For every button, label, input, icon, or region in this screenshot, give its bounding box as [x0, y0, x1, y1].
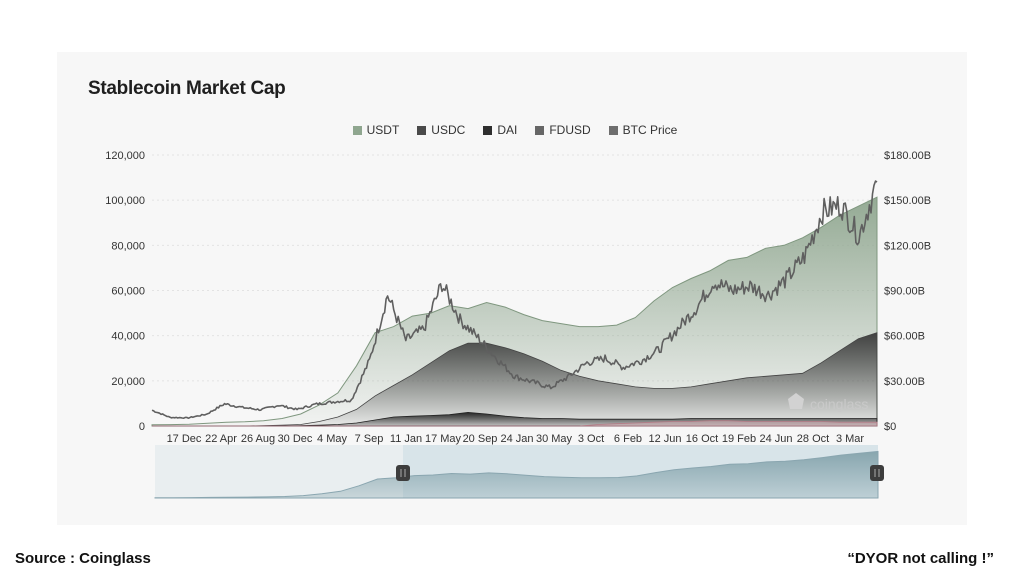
right-axis-tick: $120.00B: [884, 240, 931, 252]
legend-item-fdusd[interactable]: FDUSD: [535, 123, 591, 137]
legend-label: USDC: [431, 123, 466, 137]
legend-label: DAI: [497, 123, 518, 137]
series-area-usdc: [152, 332, 878, 427]
watermark: coinglass: [810, 396, 868, 412]
x-axis-tick: 3 Mar: [836, 433, 864, 445]
x-axis-tick: 30 Dec: [278, 433, 313, 445]
x-axis-tick: 24 Jun: [759, 433, 792, 445]
legend-label: FDUSD: [549, 123, 591, 137]
left-axis-tick: 120,000: [105, 150, 145, 162]
x-axis-tick: 26 Aug: [241, 433, 275, 445]
x-axis-tick: 3 Oct: [578, 433, 604, 445]
chart-title: Stablecoin Market Cap: [88, 78, 286, 99]
x-axis-tick: 11 Jan: [390, 433, 422, 445]
series-line-btc-price: [151, 180, 878, 420]
legend-item-usdt[interactable]: USDT: [352, 123, 400, 137]
right-axis-tick: $180.00B: [884, 150, 931, 162]
x-axis-tick: 12 Jun: [648, 433, 681, 445]
x-axis-tick: 20 Sep: [463, 433, 498, 445]
right-axis-tick: $150.00B: [884, 195, 931, 207]
left-axis-tick: 100,000: [105, 195, 145, 207]
navigator-series-area: [154, 450, 879, 499]
x-axis-tick: 6 Feb: [614, 433, 642, 445]
source-note: Source : Coinglass: [15, 550, 151, 567]
legend-item-dai[interactable]: DAI: [483, 123, 517, 137]
left-axis-tick: 80,000: [111, 240, 145, 252]
x-axis-tick: 19 Feb: [722, 433, 756, 445]
x-axis-tick: 22 Apr: [205, 433, 237, 445]
right-axis-tick: $0: [884, 421, 896, 433]
left-axis-tick: 0: [139, 421, 145, 433]
legend-swatch: [352, 125, 362, 135]
chart-legend: USDT USDC DAI FDUSD BTC Price: [0, 123, 1024, 137]
navigator-left-handle[interactable]: [396, 465, 410, 481]
legend-label: USDT: [366, 123, 400, 137]
right-axis-tick: $90.00B: [884, 286, 925, 298]
legend-item-btc-price[interactable]: BTC Price: [608, 123, 678, 137]
x-axis-tick: 28 Oct: [797, 433, 829, 445]
legend-swatch: [417, 125, 427, 135]
left-axis-tick: 60,000: [111, 286, 145, 298]
x-axis-tick: 16 Oct: [686, 433, 718, 445]
x-axis-tick: 17 May: [425, 433, 462, 445]
legend-item-usdc[interactable]: USDC: [417, 123, 465, 137]
series-area-usdt: [151, 196, 878, 427]
disclaimer-note: “DYOR not calling !”: [847, 550, 994, 567]
x-axis-tick: 17 Dec: [167, 433, 202, 445]
x-axis-tick: 7 Sep: [355, 433, 384, 445]
series-area-fdusd: [152, 420, 878, 427]
x-axis-tick: 30 May: [536, 433, 573, 445]
left-axis-tick: 40,000: [111, 331, 145, 343]
legend-label: BTC Price: [622, 123, 678, 137]
legend-swatch: [608, 125, 618, 135]
right-axis-tick: $30.00B: [884, 376, 925, 388]
left-axis-tick: 20,000: [111, 376, 145, 388]
x-axis-tick: 24 Jan: [500, 433, 533, 445]
legend-swatch: [535, 125, 545, 135]
coinglass-logo-icon: [788, 393, 804, 409]
right-axis-tick: $60.00B: [884, 331, 925, 343]
x-axis-tick: 4 May: [317, 433, 347, 445]
navigator-right-handle[interactable]: [870, 465, 884, 481]
legend-swatch: [483, 125, 493, 135]
